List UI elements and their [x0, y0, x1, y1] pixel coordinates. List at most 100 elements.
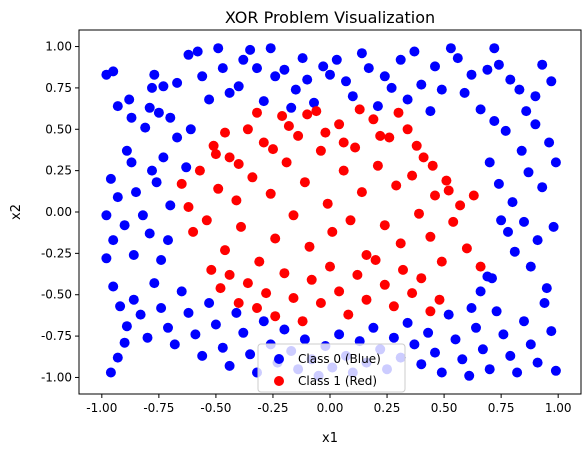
- point-class-0: [379, 71, 390, 82]
- point-class-1: [379, 279, 390, 290]
- x-tick-label: -0.50: [200, 401, 231, 415]
- y-tick-label: -1.00: [41, 370, 72, 384]
- point-class-0: [372, 101, 383, 112]
- point-class-1: [297, 316, 308, 327]
- point-class-1: [277, 111, 288, 121]
- point-class-0: [363, 63, 374, 74]
- point-class-0: [299, 334, 310, 345]
- point-class-0: [156, 303, 167, 313]
- point-class-0: [489, 116, 500, 126]
- point-class-1: [315, 145, 326, 156]
- point-class-1: [270, 233, 281, 244]
- point-class-0: [190, 329, 201, 340]
- point-class-0: [172, 132, 183, 143]
- point-class-1: [183, 202, 194, 212]
- point-class-0: [153, 107, 164, 118]
- point-class-0: [213, 43, 224, 54]
- point-class-1: [407, 170, 418, 181]
- point-class-1: [361, 250, 372, 260]
- point-class-1: [252, 303, 262, 313]
- point-class-1: [375, 130, 386, 141]
- point-class-0: [452, 53, 463, 64]
- point-class-1: [233, 298, 244, 308]
- point-class-0: [546, 326, 557, 337]
- point-class-1: [233, 159, 244, 169]
- point-class-1: [345, 215, 356, 226]
- point-class-0: [286, 102, 297, 113]
- point-class-0: [409, 339, 420, 350]
- point-class-0: [484, 364, 495, 375]
- point-class-1: [322, 198, 333, 209]
- point-class-0: [135, 309, 146, 320]
- point-class-1: [416, 273, 427, 284]
- legend-label-class-1: Class 1 (Red): [298, 374, 377, 388]
- point-class-1: [343, 309, 354, 320]
- point-class-0: [265, 43, 276, 54]
- point-class-0: [238, 327, 249, 338]
- point-class-0: [491, 306, 502, 317]
- point-class-0: [532, 357, 543, 368]
- point-class-0: [331, 54, 342, 65]
- point-class-1: [425, 231, 436, 242]
- point-class-1: [436, 256, 447, 267]
- x-tick-label: -0.75: [143, 401, 174, 415]
- point-class-1: [224, 269, 235, 280]
- point-class-0: [532, 235, 543, 246]
- point-class-1: [236, 221, 246, 232]
- point-class-1: [414, 208, 424, 219]
- y-axis-label: x2: [9, 204, 24, 220]
- point-class-0: [541, 283, 552, 294]
- point-class-0: [457, 354, 468, 365]
- point-class-0: [484, 157, 495, 168]
- legend-box: [257, 343, 406, 393]
- point-class-0: [512, 367, 523, 378]
- point-class-0: [112, 192, 123, 203]
- point-class-0: [279, 64, 290, 75]
- point-class-0: [151, 177, 162, 188]
- point-class-0: [279, 324, 290, 335]
- point-class-0: [192, 46, 203, 57]
- point-class-1: [270, 311, 281, 322]
- legend-marker-class-1: [274, 376, 284, 386]
- x-tick-label: 0.00: [317, 401, 344, 415]
- point-class-0: [546, 76, 557, 87]
- point-class-0: [386, 82, 397, 93]
- point-class-0: [112, 352, 123, 363]
- point-class-1: [475, 261, 486, 272]
- point-class-1: [327, 226, 338, 237]
- point-class-1: [384, 132, 395, 143]
- point-class-1: [302, 109, 313, 120]
- point-class-1: [293, 130, 304, 141]
- point-class-0: [115, 301, 126, 312]
- point-class-0: [341, 76, 351, 87]
- point-class-0: [430, 347, 440, 358]
- point-class-1: [288, 210, 299, 221]
- point-class-0: [537, 59, 548, 70]
- point-class-0: [325, 69, 335, 80]
- point-class-0: [507, 197, 518, 208]
- x-axis-label: x1: [322, 431, 338, 446]
- x-tick-label: 0.50: [431, 401, 458, 415]
- point-class-0: [548, 221, 559, 232]
- point-class-1: [395, 238, 406, 249]
- point-class-1: [430, 190, 440, 201]
- point-class-0: [443, 309, 454, 320]
- point-class-0: [489, 43, 500, 54]
- point-class-0: [258, 96, 269, 107]
- point-class-0: [436, 84, 447, 95]
- point-class-0: [126, 157, 137, 168]
- point-class-1: [361, 294, 372, 305]
- point-class-1: [208, 140, 219, 151]
- point-class-0: [245, 349, 256, 360]
- point-class-1: [338, 137, 349, 148]
- point-class-1: [443, 185, 454, 196]
- point-class-1: [338, 165, 349, 176]
- point-class-1: [352, 269, 363, 280]
- point-class-1: [320, 127, 331, 138]
- point-class-1: [279, 268, 290, 279]
- point-class-0: [108, 281, 119, 292]
- point-class-0: [144, 228, 155, 239]
- x-tick-label: -0.25: [257, 401, 288, 415]
- point-class-1: [448, 216, 459, 227]
- point-class-1: [455, 200, 466, 211]
